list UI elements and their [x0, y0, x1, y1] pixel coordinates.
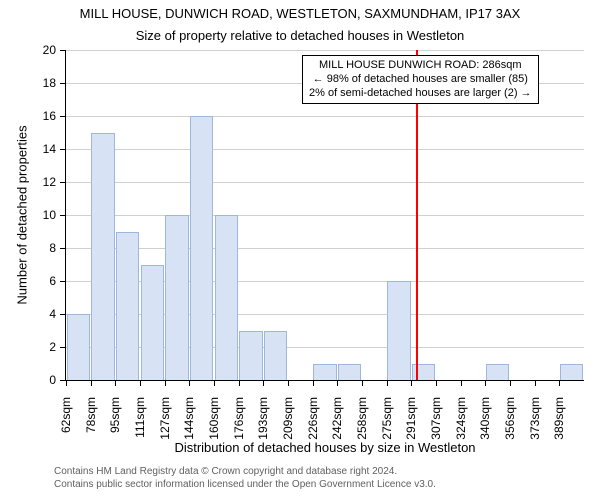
y-tick-mark	[60, 215, 66, 216]
x-tick-label: 373sqm	[528, 397, 542, 440]
y-tick-mark	[60, 50, 66, 51]
x-tick-mark	[288, 380, 289, 386]
y-tick-label: 6	[49, 274, 56, 288]
gridline	[66, 248, 584, 249]
x-tick-label: 258sqm	[355, 397, 369, 440]
chart-container: MILL HOUSE, DUNWICH ROAD, WESTLETON, SAX…	[0, 0, 600, 500]
x-tick-label: 356sqm	[503, 397, 517, 440]
gridline	[66, 50, 584, 51]
histogram-bar	[190, 116, 213, 380]
histogram-bar	[313, 364, 336, 381]
x-tick-mark	[387, 380, 388, 386]
histogram-bar	[141, 265, 164, 381]
histogram-bar	[486, 364, 509, 381]
credits-line: Contains HM Land Registry data © Crown c…	[54, 466, 436, 479]
x-tick-mark	[411, 380, 412, 386]
y-tick-label: 0	[49, 373, 56, 387]
gridline	[66, 149, 584, 150]
y-tick-mark	[60, 248, 66, 249]
credits-line: Contains public sector information licen…	[54, 479, 436, 492]
histogram-bar	[387, 281, 410, 380]
x-tick-mark	[485, 380, 486, 386]
histogram-bar	[116, 232, 139, 381]
x-tick-label: 209sqm	[281, 397, 295, 440]
x-tick-mark	[91, 380, 92, 386]
y-tick-mark	[60, 314, 66, 315]
chart-subtitle: Size of property relative to detached ho…	[0, 28, 600, 43]
histogram-bar	[165, 215, 188, 380]
x-tick-label: 111sqm	[133, 397, 147, 438]
x-tick-label: 144sqm	[182, 397, 196, 440]
y-tick-mark	[60, 116, 66, 117]
histogram-bar	[560, 364, 583, 381]
y-tick-mark	[60, 83, 66, 84]
histogram-bar	[67, 314, 90, 380]
x-tick-mark	[362, 380, 363, 386]
y-tick-label: 2	[49, 340, 56, 354]
y-tick-label: 4	[49, 307, 56, 321]
annotation-box: MILL HOUSE DUNWICH ROAD: 286sqm ← 98% of…	[302, 55, 539, 104]
x-tick-label: 340sqm	[478, 397, 492, 440]
y-axis-label: Number of detached properties	[15, 125, 30, 304]
y-tick-mark	[60, 347, 66, 348]
x-axis	[66, 380, 584, 381]
x-tick-mark	[115, 380, 116, 386]
x-tick-label: 78sqm	[84, 397, 98, 433]
annotation-line: ← 98% of detached houses are smaller (85…	[309, 73, 532, 87]
x-tick-mark	[461, 380, 462, 386]
gridline	[66, 182, 584, 183]
x-tick-label: 324sqm	[454, 397, 468, 440]
x-tick-mark	[535, 380, 536, 386]
histogram-bar	[215, 215, 238, 380]
x-tick-mark	[337, 380, 338, 386]
x-tick-mark	[214, 380, 215, 386]
x-tick-mark	[140, 380, 141, 386]
x-tick-mark	[436, 380, 437, 386]
histogram-bar	[91, 133, 114, 381]
x-tick-label: 275sqm	[380, 397, 394, 440]
x-tick-label: 242sqm	[330, 397, 344, 440]
x-tick-label: 160sqm	[207, 397, 221, 440]
annotation-line: 2% of semi-detached houses are larger (2…	[309, 87, 532, 101]
y-tick-label: 12	[43, 175, 56, 189]
gridline	[66, 215, 584, 216]
x-tick-mark	[239, 380, 240, 386]
annotation-line: MILL HOUSE DUNWICH ROAD: 286sqm	[309, 59, 532, 73]
y-tick-label: 10	[43, 208, 56, 222]
x-tick-mark	[313, 380, 314, 386]
gridline	[66, 116, 584, 117]
x-tick-label: 307sqm	[429, 397, 443, 440]
y-tick-mark	[60, 149, 66, 150]
x-tick-mark	[165, 380, 166, 386]
x-tick-mark	[189, 380, 190, 386]
y-tick-label: 16	[43, 109, 56, 123]
x-tick-label: 389sqm	[552, 397, 566, 440]
y-tick-label: 14	[43, 142, 56, 156]
x-tick-mark	[559, 380, 560, 386]
x-tick-mark	[510, 380, 511, 386]
y-tick-mark	[60, 281, 66, 282]
y-tick-label: 20	[43, 43, 56, 57]
y-tick-label: 8	[49, 241, 56, 255]
x-tick-label: 193sqm	[256, 397, 270, 440]
histogram-bar	[338, 364, 361, 381]
x-tick-mark	[66, 380, 67, 386]
chart-title: MILL HOUSE, DUNWICH ROAD, WESTLETON, SAX…	[0, 6, 600, 21]
x-tick-label: 291sqm	[404, 397, 418, 440]
histogram-bar	[264, 331, 287, 381]
x-tick-label: 127sqm	[158, 397, 172, 440]
x-tick-label: 176sqm	[232, 397, 246, 440]
y-tick-label: 18	[43, 76, 56, 90]
x-axis-label: Distribution of detached houses by size …	[66, 440, 584, 455]
y-tick-mark	[60, 182, 66, 183]
x-tick-label: 226sqm	[306, 397, 320, 440]
x-tick-label: 95sqm	[108, 397, 122, 433]
credits: Contains HM Land Registry data © Crown c…	[54, 466, 436, 491]
histogram-bar	[239, 331, 262, 381]
x-tick-label: 62sqm	[59, 397, 73, 433]
x-tick-mark	[263, 380, 264, 386]
